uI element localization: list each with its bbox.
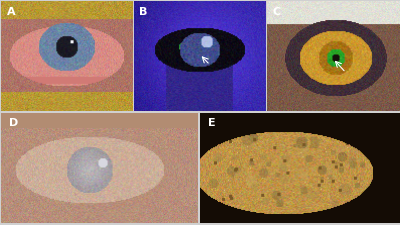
Text: A: A xyxy=(6,7,15,17)
Text: C: C xyxy=(272,7,280,17)
Text: D: D xyxy=(9,118,18,128)
Text: B: B xyxy=(139,7,148,17)
Text: E: E xyxy=(208,118,215,128)
